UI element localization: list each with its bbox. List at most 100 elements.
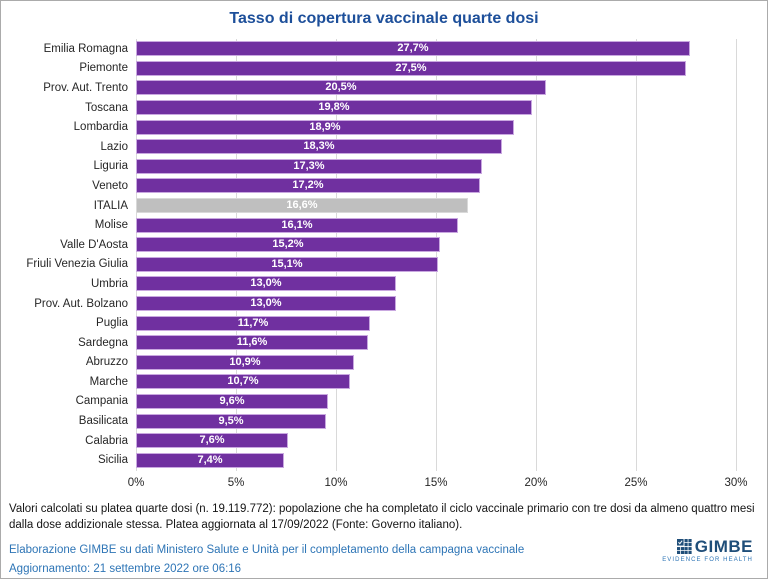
x-axis-tick-label: 20% xyxy=(524,477,548,489)
bar: 13,0% xyxy=(136,276,396,292)
category-label: Puglia xyxy=(96,317,128,330)
bar-value-label: 9,5% xyxy=(218,414,244,427)
plot-cell: 16,1% xyxy=(136,215,736,235)
chart-title: Tasso di copertura vaccinale quarte dosi xyxy=(229,10,539,27)
bar: 18,3% xyxy=(136,139,502,155)
category-label: Sicilia xyxy=(97,454,128,467)
category-label: Piemonte xyxy=(79,62,128,75)
bar-row: Basilicata 9,5% xyxy=(9,411,736,431)
bar: 7,6% xyxy=(136,433,288,449)
x-axis-tick-label: 10% xyxy=(324,477,348,489)
category-label: Veneto xyxy=(92,179,128,192)
bar-value-label: 9,6% xyxy=(219,394,245,407)
bar-value-label: 11,7% xyxy=(237,316,269,329)
plot-cell: 9,5% xyxy=(136,411,736,431)
category-label: Basilicata xyxy=(78,415,128,428)
bar: 10,9% xyxy=(136,354,354,370)
bar-row: Liguria 17,3% xyxy=(9,157,736,177)
bar-value-label: 10,7% xyxy=(227,375,259,388)
bar-row: Friuli Venezia Giulia 15,1% xyxy=(9,255,736,275)
plot-cell: 7,6% xyxy=(136,431,736,451)
plot-cell: 18,9% xyxy=(136,117,736,137)
bar-row: Campania 9,6% xyxy=(9,392,736,412)
category-label: Sardegna xyxy=(78,336,128,349)
category-label: Lombardia xyxy=(73,121,128,134)
bar-highlight: 16,6% xyxy=(136,198,468,214)
bar-row: Sicilia 7,4% xyxy=(9,450,736,470)
x-axis-tick-label: 25% xyxy=(624,477,648,489)
plot-cell: 15,1% xyxy=(136,255,736,275)
plot-cell: 20,5% xyxy=(136,78,736,98)
bar-value-label: 7,4% xyxy=(197,453,223,466)
bar: 15,1% xyxy=(136,256,438,272)
plot-cell: 7,4% xyxy=(136,450,736,470)
plot-cell: 18,3% xyxy=(136,137,736,157)
category-label: Toscana xyxy=(85,101,128,114)
x-axis-tick-label: 5% xyxy=(227,477,245,489)
plot-cell: 9,6% xyxy=(136,392,736,412)
bar: 17,3% xyxy=(136,158,482,174)
plot-cell: 19,8% xyxy=(136,98,736,118)
bar-value-label: 11,6% xyxy=(236,336,268,349)
bar-value-label: 7,6% xyxy=(199,434,225,447)
x-axis: 0% 5% 10% 15% 20% 25% 30% xyxy=(128,475,748,493)
bar: 7,4% xyxy=(136,452,284,468)
bar-value-label: 13,0% xyxy=(250,297,282,310)
plot-cell: 10,7% xyxy=(136,372,736,392)
bar: 16,1% xyxy=(136,217,458,233)
bar: 11,7% xyxy=(136,315,370,331)
bar-row: Lombardia 18,9% xyxy=(9,117,736,137)
bar: 9,5% xyxy=(136,413,326,429)
bar-row: Marche 10,7% xyxy=(9,372,736,392)
bar-row: Puglia 11,7% xyxy=(9,313,736,333)
bar: 19,8% xyxy=(136,100,532,116)
bar: 27,5% xyxy=(136,60,686,76)
gimbe-logo-tagline: EVIDENCE FOR HEALTH xyxy=(662,557,753,563)
bar-row: Umbria 13,0% xyxy=(9,274,736,294)
bar-row: Abruzzo 10,9% xyxy=(9,353,736,373)
plot-cell: 27,7% xyxy=(136,39,736,59)
bar-value-label: 10,9% xyxy=(229,355,261,368)
category-label: Marche xyxy=(89,375,128,388)
category-label: ITALIA xyxy=(93,199,128,212)
bar-rows: Emilia Romagna 27,7% Piemonte 27,5% Prov. Au… xyxy=(9,39,736,471)
x-axis-tick-label: 30% xyxy=(724,477,748,489)
x-axis-tick-label: 15% xyxy=(424,477,448,489)
bar-row: Veneto 17,2% xyxy=(9,176,736,196)
plot-cell: 17,3% xyxy=(136,157,736,177)
bar-value-label: 18,3% xyxy=(303,140,335,153)
category-label: Umbria xyxy=(90,277,128,290)
plot-cell: 15,2% xyxy=(136,235,736,255)
category-label: Valle D'Aosta xyxy=(60,238,128,251)
bar-row: Molise 16,1% xyxy=(9,215,736,235)
category-label: Abruzzo xyxy=(85,356,128,369)
category-label: Calabria xyxy=(85,434,128,447)
bar-row: Valle D'Aosta 15,2% xyxy=(9,235,736,255)
bar-value-label: 16,1% xyxy=(281,218,313,231)
bar-row: Piemonte 27,5% xyxy=(9,59,736,79)
bar-value-label: 15,2% xyxy=(272,238,304,251)
bar: 20,5% xyxy=(136,80,546,96)
bar-value-label: 20,5% xyxy=(325,81,357,94)
plot-cell: 27,5% xyxy=(136,59,736,79)
bar-row: Prov. Aut. Trento 20,5% xyxy=(9,78,736,98)
plot-cell: 11,6% xyxy=(136,333,736,353)
category-label: Friuli Venezia Giulia xyxy=(26,258,128,271)
bar-value-label: 15,1% xyxy=(271,257,303,270)
bar-value-label: 17,2% xyxy=(292,179,324,192)
bar-value-label: 19,8% xyxy=(318,101,350,114)
gimbe-logo-text: GIMBE xyxy=(694,537,753,556)
bar-value-label: 27,7% xyxy=(397,42,429,55)
bar: 27,7% xyxy=(136,41,690,57)
category-label: Liguria xyxy=(93,160,128,173)
category-label: Prov. Aut. Bolzano xyxy=(34,297,128,310)
bar-value-label: 13,0% xyxy=(250,277,282,290)
credits-block: Elaborazione GIMBE su dati Ministero Sal… xyxy=(9,541,609,578)
bar: 13,0% xyxy=(136,296,396,312)
gimbe-logo: GIMBE EVIDENCE FOR HEALTH xyxy=(661,538,753,563)
gridline xyxy=(236,39,237,471)
x-axis-tick-label: 0% xyxy=(127,477,145,489)
bar: 18,9% xyxy=(136,119,514,135)
bar-value-label: 27,5% xyxy=(395,61,427,74)
